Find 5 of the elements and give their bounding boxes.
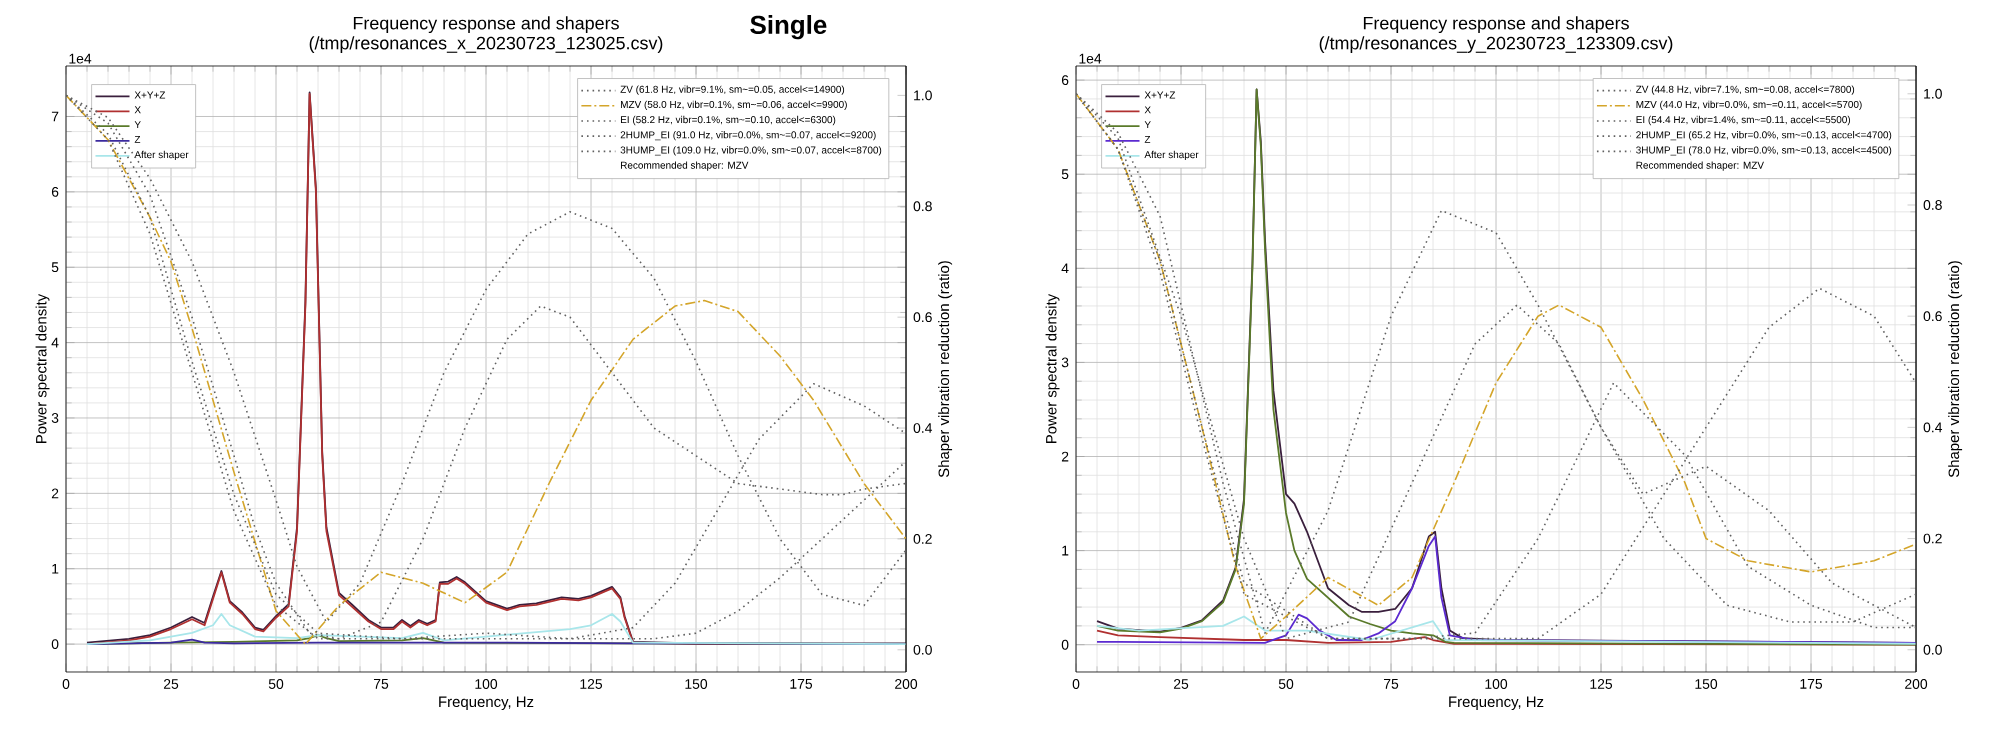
chart-title: Frequency response and shapers — [353, 16, 619, 34]
chart-subtitle: (/tmp/resonances_x_20230723_123025.csv) — [309, 36, 663, 53]
text: Single — [750, 15, 827, 40]
chart-title: Frequency response and shapers — [1363, 16, 1629, 34]
chart-subtitle: (/tmp/resonances_y_20230723_123309.csv) — [1319, 36, 1673, 53]
